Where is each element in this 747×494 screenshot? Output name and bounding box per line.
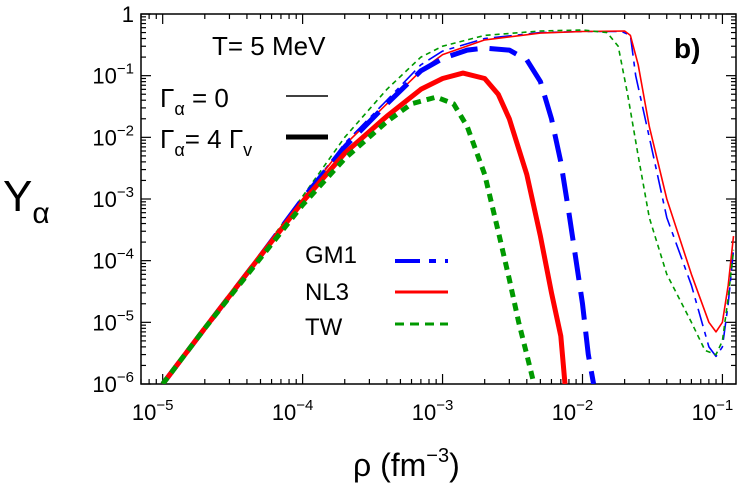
y-tick-label: 10−3 <box>92 184 134 212</box>
plot-lines <box>160 29 735 384</box>
series-line-gm1-thin <box>162 30 735 384</box>
series-line-tw-thin <box>162 29 735 384</box>
legend-label-nl3: NL3 <box>305 279 349 306</box>
series-line-nl3-thick <box>160 70 568 384</box>
gamma-subscript: α <box>174 140 184 160</box>
x-axis-label-exp: −3 <box>426 445 449 467</box>
tick-labels: 10−5 10−4 10−3 10−2 10−1110−110−210−310−410−… <box>92 2 733 425</box>
x-tick-label-base: 10 <box>412 400 436 425</box>
x-tick-label: 10−4 <box>272 397 314 425</box>
temperature-annotation: T= 5 MeV <box>212 31 326 61</box>
gamma-four-annotation: Γα= 4 Γv <box>160 124 252 160</box>
y-tick-label: 10−4 <box>92 246 134 274</box>
series-line-nl3-thin <box>162 30 735 384</box>
series-line-tw-thick <box>160 94 537 384</box>
x-tick-label-base: 10 <box>272 400 296 425</box>
gamma-subscript: α <box>174 99 184 119</box>
plot-frame <box>140 13 737 385</box>
x-tick-label-exp: −1 <box>716 397 733 414</box>
x-tick-label: 10−1 <box>692 397 734 425</box>
y-tick-label: 10−6 <box>92 369 134 397</box>
y-tick-label: 10−5 <box>92 307 134 335</box>
gamma-v-subscript: v <box>243 140 252 160</box>
x-axis-label: ρ (fm−3) <box>353 445 460 483</box>
y-tick-label-base: 10 <box>92 310 116 335</box>
x-axis-label-close: ) <box>449 447 460 483</box>
y-tick-label-exp: −3 <box>117 184 134 201</box>
gamma-zero-rest: = 0 <box>185 83 229 113</box>
y-tick-label-base: 10 <box>92 187 116 212</box>
y-axis-label-main: Y <box>3 172 32 221</box>
y-tick-label-base: 10 <box>92 64 116 89</box>
ticks <box>140 13 736 385</box>
y-tick-label: 10−1 <box>92 61 134 89</box>
x-axis-label-main: ρ (fm <box>353 447 426 483</box>
y-tick-label-exp: −4 <box>117 246 134 263</box>
y-tick-label-exp: −1 <box>117 61 134 78</box>
x-tick-label-base: 10 <box>552 400 576 425</box>
x-tick-label: 10−3 <box>412 397 454 425</box>
x-tick-label: 10−5 <box>132 397 174 425</box>
legend-label-tw: TW <box>305 314 343 341</box>
legend: GM1 NL3 TW <box>305 242 448 341</box>
y-axis-label: Yα <box>3 172 50 230</box>
y-tick-label-base: 10 <box>92 125 116 150</box>
x-tick-label-exp: −3 <box>436 397 453 414</box>
y-tick-label-exp: −5 <box>117 307 134 324</box>
x-tick-label-exp: −2 <box>576 397 593 414</box>
gamma-symbol: Γ <box>160 83 174 113</box>
y-tick-label-base: 10 <box>92 249 116 274</box>
y-tick-label-exp: −6 <box>117 369 134 386</box>
gamma-symbol: Γ <box>160 124 174 154</box>
legend-label-gm1: GM1 <box>305 242 357 269</box>
panel-label: b) <box>674 33 700 64</box>
x-tick-label-exp: −5 <box>156 397 173 414</box>
x-tick-label: 10−2 <box>552 397 594 425</box>
y-tick-label-base: 10 <box>92 372 116 397</box>
y-tick-label-exp: −2 <box>117 122 134 139</box>
y-tick-label: 10−2 <box>92 122 134 150</box>
gamma-four-rest: = 4 Γ <box>185 124 243 154</box>
x-tick-label-base: 10 <box>692 400 716 425</box>
x-tick-label-exp: −4 <box>296 397 313 414</box>
y-tick-label: 1 <box>122 2 134 27</box>
y-axis-label-sub: α <box>32 197 49 230</box>
x-tick-label-base: 10 <box>132 400 156 425</box>
gamma-zero-annotation: Γα = 0 <box>160 83 229 119</box>
y-tick-label-base: 1 <box>122 2 134 27</box>
